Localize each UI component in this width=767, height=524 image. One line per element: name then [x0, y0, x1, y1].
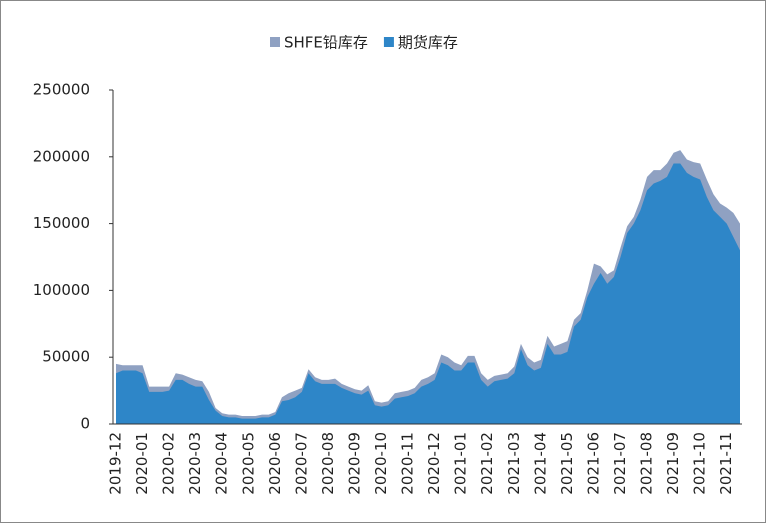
legend-label: SHFE铅库存	[284, 34, 368, 52]
x-tick-label: 2020-10	[372, 432, 390, 495]
x-tick-label: 2021-02	[478, 432, 496, 495]
x-tick-label: 2020-11	[399, 432, 417, 495]
y-tick-label: 100000	[33, 281, 90, 299]
y-tick-label: 200000	[33, 147, 90, 165]
x-tick-label: 2020-05	[239, 432, 257, 495]
plot-area	[116, 150, 740, 425]
x-tick-label: 2021-08	[638, 432, 656, 495]
x-tick-label: 2020-09	[345, 432, 363, 495]
x-tick-label: 2021-01	[452, 432, 470, 495]
x-tick-label: 2020-08	[319, 432, 337, 495]
x-tick-label: 2021-04	[531, 432, 549, 495]
x-tick-label: 2020-02	[160, 432, 178, 495]
x-tick-label: 2020-06	[266, 432, 284, 495]
y-tick-label: 50000	[42, 348, 90, 366]
x-tick-label: 2021-07	[611, 432, 629, 495]
x-tick-label: 2021-06	[584, 432, 602, 495]
y-tick-label: 250000	[33, 81, 90, 99]
x-tick-label: 2021-11	[717, 432, 735, 495]
area	[116, 163, 740, 425]
x-tick-label: 2021-03	[505, 432, 523, 495]
y-tick-label: 150000	[33, 214, 90, 232]
x-tick-label: 2020-04	[213, 432, 231, 495]
x-tick-label: 2020-03	[186, 432, 204, 495]
x-tick-label: 2020-01	[133, 432, 151, 495]
x-tick-label: 2020-12	[425, 432, 443, 495]
legend-label: 期货库存	[398, 34, 458, 52]
x-tick-label: 2020-07	[292, 432, 310, 495]
x-tick-label: 2019-12	[107, 432, 125, 495]
y-tick-label: 0	[80, 415, 90, 433]
x-tick-label: 2021-09	[664, 432, 682, 495]
legend-swatch	[383, 37, 394, 47]
x-tick-label: 2021-05	[558, 432, 576, 495]
x-tick-label: 2021-10	[691, 432, 709, 495]
legend-swatch	[270, 37, 280, 47]
